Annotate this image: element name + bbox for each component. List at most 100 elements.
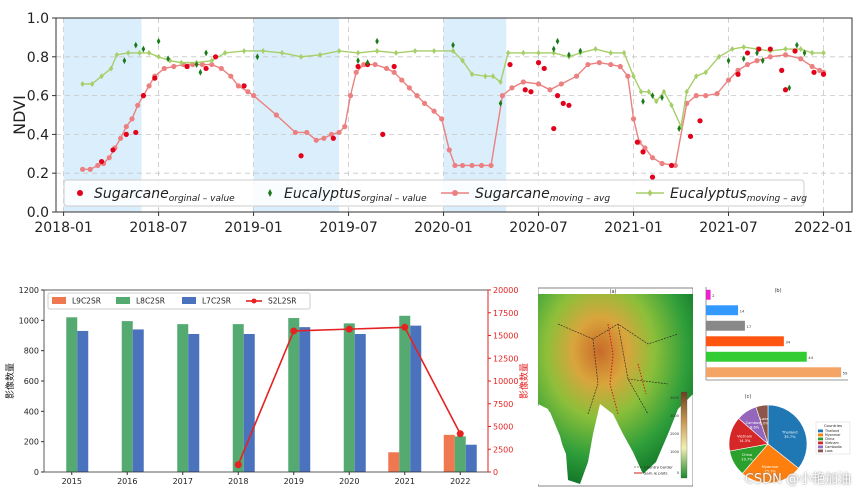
- left-tick-label: 200: [24, 438, 39, 447]
- legend-label: S2L2SR: [268, 297, 296, 306]
- sugarcane-moving-avg-point: [117, 135, 124, 141]
- sugarcane-moving-avg-point: [129, 116, 135, 122]
- sugarcane-moving-avg-point: [199, 61, 205, 68]
- sugarcane-original-point: [811, 69, 817, 75]
- eucalyptus-moving-avg-point: [716, 53, 722, 60]
- eucalyptus-moving-avg-point: [654, 98, 659, 105]
- eucalyptus-moving-avg-point: [260, 47, 266, 54]
- sugarcane-original-point: [782, 87, 789, 93]
- pie-legend-label: Laos: [825, 449, 833, 453]
- sugarcane-moving-avg-point: [218, 65, 224, 72]
- sugarcane-moving-avg-point: [782, 52, 789, 58]
- legend-marker: [268, 189, 272, 197]
- x-tick-label: 2015: [62, 477, 82, 486]
- pie-legend-label: Myanmar: [825, 433, 841, 437]
- sugarcane-moving-avg-point: [209, 61, 215, 68]
- eucalyptus-moving-avg-point: [137, 49, 142, 56]
- x-tick-label: 2020-01: [414, 220, 473, 236]
- sugarcane-moving-avg-point: [399, 77, 405, 83]
- eucalyptus-moving-avg-point: [646, 88, 651, 95]
- map-label: (a): [610, 289, 617, 295]
- sugarcane-original-point: [744, 50, 751, 56]
- eucalyptus-moving-avg-point: [608, 49, 613, 56]
- right-axis-label: 影像数量: [518, 363, 530, 399]
- x-tick-label: 2019: [284, 477, 304, 486]
- x-tick-label: 2022: [450, 477, 470, 486]
- sugarcane-moving-avg-point: [161, 65, 167, 72]
- sugarcane-original-point: [110, 147, 116, 153]
- eucalyptus-moving-avg-point: [114, 51, 119, 58]
- eucalyptus-moving-avg-point: [179, 59, 184, 66]
- sugarcane-original-point: [767, 46, 773, 52]
- sugarcane-moving-avg-point: [123, 124, 129, 130]
- eucalyptus-moving-avg-point: [821, 49, 826, 56]
- sugarcane-moving-avg-point: [106, 155, 112, 161]
- eucalyptus-original-point: [365, 59, 370, 67]
- eucalyptus-moving-avg-point: [336, 47, 342, 54]
- horizontal-bar: [706, 305, 739, 316]
- sugarcane-moving-avg-point: [642, 145, 648, 151]
- pie-legend-swatch: [818, 433, 823, 437]
- sugarcane-moving-avg-point: [452, 162, 458, 169]
- eucalyptus-moving-avg-point: [450, 47, 456, 54]
- sugarcane-moving-avg-point: [798, 56, 804, 62]
- sugarcane-original-point: [792, 48, 798, 54]
- eucalyptus-original-point: [356, 57, 360, 65]
- sugarcane-moving-avg-point: [79, 166, 86, 172]
- right-tick-label: 20000: [493, 286, 518, 295]
- study-area-map: (a) 4000 3000 2000 1000 0 Country border…: [538, 284, 693, 488]
- left-tick-label: 400: [24, 407, 39, 416]
- sugarcane-moving-avg-line: [82, 54, 824, 171]
- pie-legend-label: Vietnam: [825, 441, 839, 445]
- x-tick-label: 2019-07: [319, 220, 378, 236]
- sugarcane-moving-avg-point: [558, 81, 564, 87]
- sugarcane-moving-avg-point: [439, 116, 445, 122]
- sugarcane-original-point: [152, 75, 158, 81]
- eucalyptus-original-point: [198, 68, 203, 76]
- eucalyptus-moving-avg-point: [631, 73, 636, 80]
- sugarcane-original-point: [355, 63, 361, 70]
- x-tick-label: 2016: [117, 477, 137, 486]
- sugarcane-moving-avg-point: [313, 137, 319, 143]
- bar-l9c2sr: [443, 434, 455, 472]
- pie-slice-pct: 10.7%: [741, 457, 753, 461]
- sugarcane-moving-avg-point: [809, 63, 815, 70]
- sugarcane-moving-avg-point: [235, 83, 241, 89]
- eucalyptus-original-point: [650, 92, 655, 99]
- sugarcane-moving-avg-point: [171, 63, 177, 70]
- bar-value-label: 2: [712, 293, 715, 298]
- eucalyptus-original-point: [451, 41, 455, 49]
- sugarcane-original-point: [554, 93, 561, 99]
- pie-legend-label: Thailand: [824, 429, 839, 433]
- pie-legend-label: Cambodia: [825, 445, 842, 449]
- horizontal-bar: [706, 367, 842, 378]
- x-tick-label: 2020-07: [509, 220, 568, 236]
- s2l2sr-point: [345, 325, 353, 333]
- eucalyptus-moving-avg-point: [621, 49, 627, 56]
- image-count-chart: 0 200 400 600 800 1000 1200 0 2500 5000 7500 10000 1…: [4, 286, 530, 486]
- bar-value-label: 14: [740, 308, 745, 313]
- bar-l8c2sr: [343, 323, 355, 472]
- pie-slice: [767, 404, 808, 469]
- right-tick-label: 10000: [493, 377, 518, 386]
- sugarcane-original-point: [779, 67, 785, 73]
- eucalyptus-moving-avg-point: [374, 47, 380, 54]
- bar-l8c2sr: [66, 317, 78, 472]
- legend-marker: [77, 190, 83, 196]
- y-tick-label: 0.4: [27, 127, 49, 143]
- sample-plots: [607, 323, 647, 415]
- bar-l7c2sr: [354, 333, 366, 472]
- x-tick-label: 2021-07: [699, 220, 758, 236]
- sugarcane-moving-avg-point: [146, 83, 152, 89]
- eucalyptus-moving-avg-point: [99, 73, 104, 80]
- pie-slice-pct: 25.7%: [764, 470, 776, 474]
- sugarcane-original-point: [184, 63, 190, 70]
- pie-slice: [741, 443, 799, 484]
- sugarcane-moving-avg-point: [478, 162, 485, 169]
- panel-b-chart: (b) 2 14 17 34 44 59: [705, 287, 848, 381]
- eucalyptus-moving-avg-point: [209, 57, 214, 64]
- sugarcane-moving-avg-point: [499, 93, 506, 99]
- eucalyptus-moving-avg-point: [108, 65, 114, 72]
- sugarcane-moving-avg-point: [488, 162, 494, 169]
- eucalyptus-moving-avg-point: [125, 49, 131, 56]
